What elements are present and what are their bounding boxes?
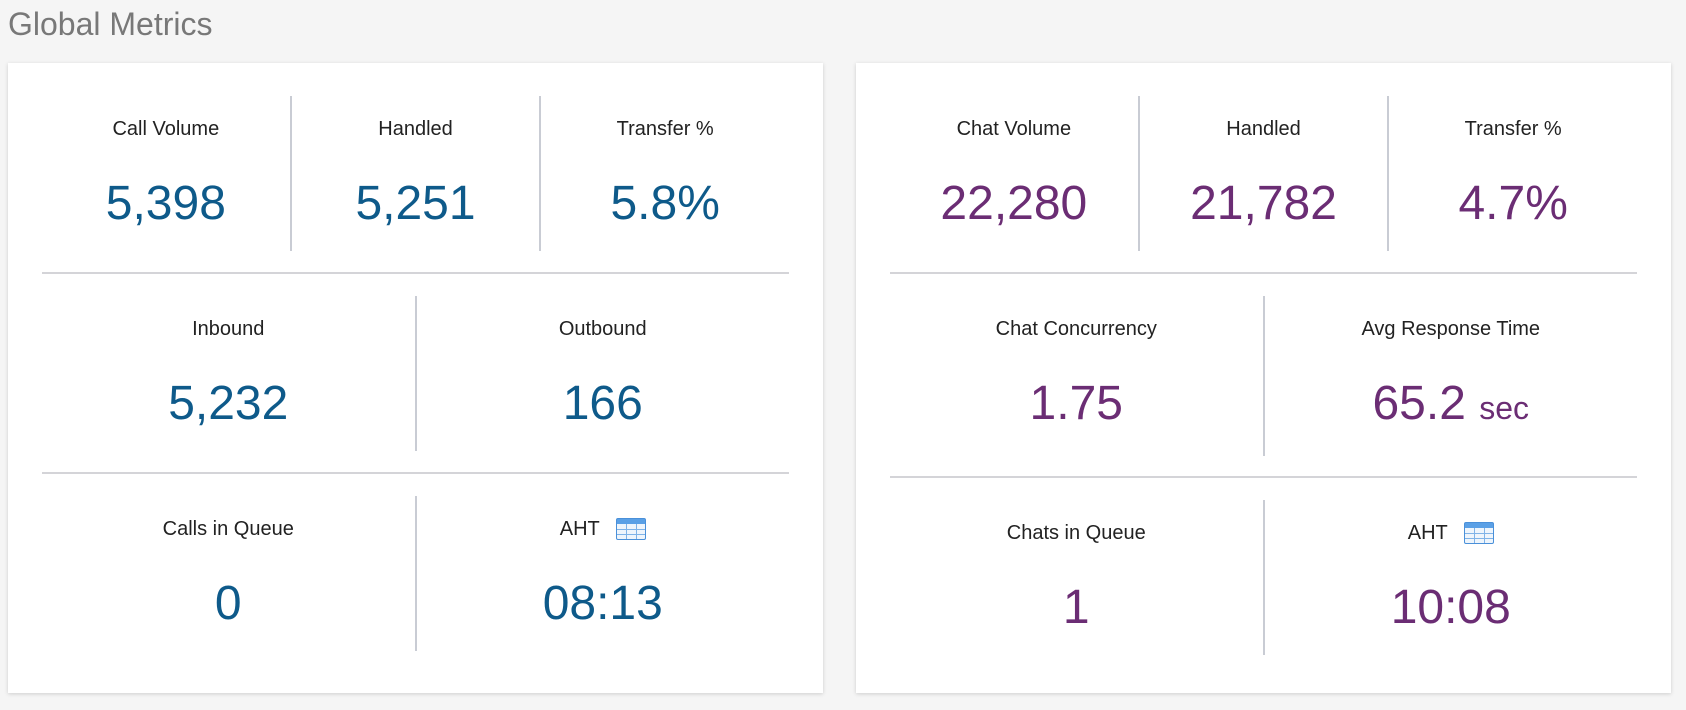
call-metrics-panel: Call Volume 5,398 Handled 5,251 Transfer… bbox=[8, 63, 823, 693]
page-title: Global Metrics bbox=[8, 6, 213, 42]
chat-transfer-tile: Transfer % 4.7% bbox=[1387, 96, 1637, 251]
chat-summary-row: Chat Volume 22,280 Handled 21,782 Transf… bbox=[890, 96, 1637, 251]
chat-concurrency-label: Chat Concurrency bbox=[995, 318, 1157, 340]
call-queue-row: Calls in Queue 0 AHT 08:13 bbox=[42, 496, 789, 651]
chat-handled-label: Handled bbox=[1226, 118, 1301, 140]
calls-in-queue-label: Calls in Queue bbox=[162, 518, 294, 540]
chats-in-queue-value: 1 bbox=[1062, 581, 1090, 634]
chat-concurrency-value: 1.75 bbox=[1029, 377, 1123, 430]
call-aht-value: 08:13 bbox=[542, 577, 663, 630]
chat-handled-value: 21,782 bbox=[1190, 177, 1337, 230]
divider bbox=[890, 272, 1637, 274]
call-transfer-label: Transfer % bbox=[616, 118, 714, 140]
divider bbox=[42, 272, 789, 274]
table-icon[interactable] bbox=[1463, 522, 1494, 544]
chat-handled-tile: Handled 21,782 bbox=[1137, 96, 1388, 251]
call-transfer-value: 5.8% bbox=[610, 177, 720, 230]
chat-volume-tile: Chat Volume 22,280 bbox=[890, 96, 1138, 251]
calls-in-queue-tile: Calls in Queue 0 bbox=[42, 496, 415, 651]
call-direction-row: Inbound 5,232 Outbound 166 bbox=[42, 296, 789, 451]
chat-concurrency-tile: Chat Concurrency 1.75 bbox=[890, 296, 1263, 456]
table-icon[interactable] bbox=[615, 518, 646, 540]
chat-volume-value: 22,280 bbox=[940, 177, 1088, 230]
call-volume-label: Call Volume bbox=[112, 118, 220, 140]
call-summary-row: Call Volume 5,398 Handled 5,251 Transfer… bbox=[42, 96, 789, 251]
outbound-value: 166 bbox=[562, 377, 643, 430]
chat-volume-label: Chat Volume bbox=[956, 118, 1072, 140]
call-handled-tile: Handled 5,251 bbox=[289, 96, 540, 251]
call-transfer-tile: Transfer % 5.8% bbox=[539, 96, 789, 251]
call-volume-value: 5,398 bbox=[105, 177, 226, 230]
inbound-value: 5,232 bbox=[168, 377, 289, 430]
outbound-label: Outbound bbox=[558, 318, 647, 340]
divider bbox=[890, 476, 1637, 478]
chats-in-queue-label: Chats in Queue bbox=[1006, 522, 1146, 544]
chat-aht-tile: AHT 10:08 bbox=[1262, 500, 1638, 655]
chat-metrics-panel: Chat Volume 22,280 Handled 21,782 Transf… bbox=[856, 63, 1671, 693]
avg-response-time-value: 65.2 bbox=[1372, 377, 1466, 430]
call-handled-label: Handled bbox=[378, 118, 453, 140]
chat-queue-row: Chats in Queue 1 AHT 10:08 bbox=[890, 500, 1637, 655]
calls-in-queue-value: 0 bbox=[214, 577, 242, 630]
avg-response-time-tile: Avg Response Time 65.2 sec bbox=[1262, 296, 1638, 456]
chat-transfer-label: Transfer % bbox=[1464, 118, 1562, 140]
chats-in-queue-tile: Chats in Queue 1 bbox=[890, 500, 1263, 655]
avg-response-time-unit: sec bbox=[1479, 390, 1530, 426]
chat-transfer-value: 4.7% bbox=[1458, 177, 1568, 230]
inbound-tile: Inbound 5,232 bbox=[42, 296, 415, 451]
call-aht-label-row: AHT bbox=[417, 516, 790, 542]
inbound-label: Inbound bbox=[192, 318, 265, 340]
call-volume-tile: Call Volume 5,398 bbox=[42, 96, 290, 251]
call-aht-tile: AHT 08:13 bbox=[414, 496, 790, 651]
chat-performance-row: Chat Concurrency 1.75 Avg Response Time … bbox=[890, 296, 1637, 456]
chat-aht-label-row: AHT bbox=[1265, 520, 1638, 546]
avg-response-time-label: Avg Response Time bbox=[1361, 318, 1541, 340]
call-aht-label: AHT bbox=[559, 518, 600, 540]
chat-aht-value: 10:08 bbox=[1390, 581, 1511, 634]
avg-response-time-value-row: 65.2 sec bbox=[1265, 376, 1638, 436]
call-handled-value: 5,251 bbox=[355, 177, 476, 230]
chat-aht-label: AHT bbox=[1407, 522, 1448, 544]
divider bbox=[42, 472, 789, 474]
outbound-tile: Outbound 166 bbox=[414, 296, 790, 451]
